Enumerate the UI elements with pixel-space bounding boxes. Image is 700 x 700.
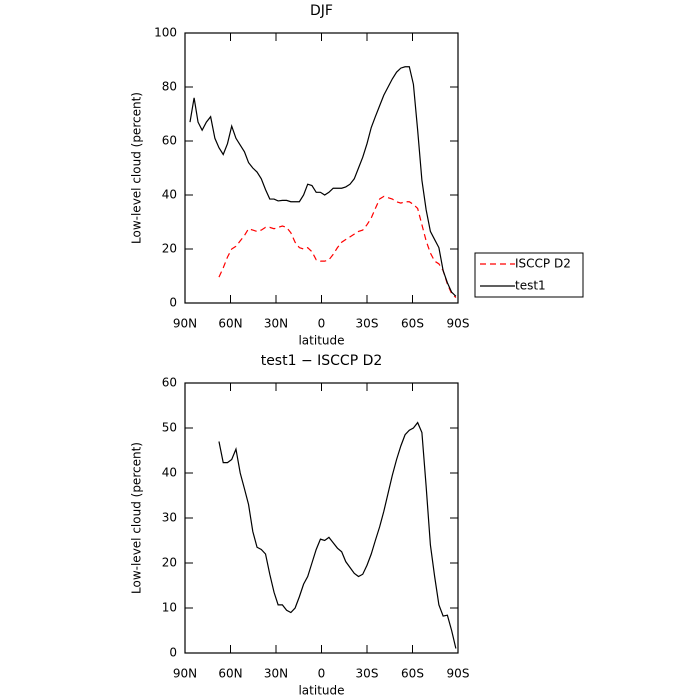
x-tick-label: 60S xyxy=(401,667,424,681)
y-tick-label: 40 xyxy=(162,466,177,480)
y-tick-label: 100 xyxy=(154,26,177,40)
data-line xyxy=(218,421,457,649)
chart-title: test1 − ISCCP D2 xyxy=(261,353,383,369)
x-tick-label: 90N xyxy=(173,667,197,681)
y-tick-label: 50 xyxy=(162,421,177,435)
x-tick-label: 60S xyxy=(401,317,424,331)
legend-label: ISCCP D2 xyxy=(515,257,571,271)
x-tick-label: 90S xyxy=(447,667,470,681)
data-line xyxy=(218,195,457,299)
y-axis-label: Low-level cloud (percent) xyxy=(130,442,144,594)
x-tick-label: 30S xyxy=(356,317,379,331)
plot-frame xyxy=(184,382,459,654)
data-line xyxy=(189,66,457,297)
y-tick-label: 20 xyxy=(162,242,177,256)
x-axis-label: latitude xyxy=(298,334,344,348)
x-tick-label: 60N xyxy=(218,667,242,681)
y-tick-label: 60 xyxy=(162,376,177,390)
y-tick-label: 80 xyxy=(162,80,177,94)
y-tick-label: 30 xyxy=(162,511,177,525)
y-tick-label: 60 xyxy=(162,134,177,148)
x-tick-label: 0 xyxy=(318,667,326,681)
x-tick-label: 30S xyxy=(356,667,379,681)
legend-label: test1 xyxy=(515,279,546,293)
x-tick-label: 0 xyxy=(318,317,326,331)
y-tick-label: 0 xyxy=(169,296,177,310)
legend-box xyxy=(474,252,584,298)
y-tick-label: 10 xyxy=(162,601,177,615)
x-tick-label: 90S xyxy=(447,317,470,331)
y-tick-label: 40 xyxy=(162,188,177,202)
plot-frame xyxy=(184,32,459,304)
y-tick-label: 20 xyxy=(162,556,177,570)
y-tick-label: 0 xyxy=(169,646,177,660)
chart-title: DJF xyxy=(310,3,333,19)
x-tick-label: 90N xyxy=(173,317,197,331)
y-axis-label: Low-level cloud (percent) xyxy=(130,92,144,244)
x-tick-label: 30N xyxy=(264,317,288,331)
x-axis-label: latitude xyxy=(298,684,344,698)
x-tick-label: 60N xyxy=(218,317,242,331)
x-tick-label: 30N xyxy=(264,667,288,681)
